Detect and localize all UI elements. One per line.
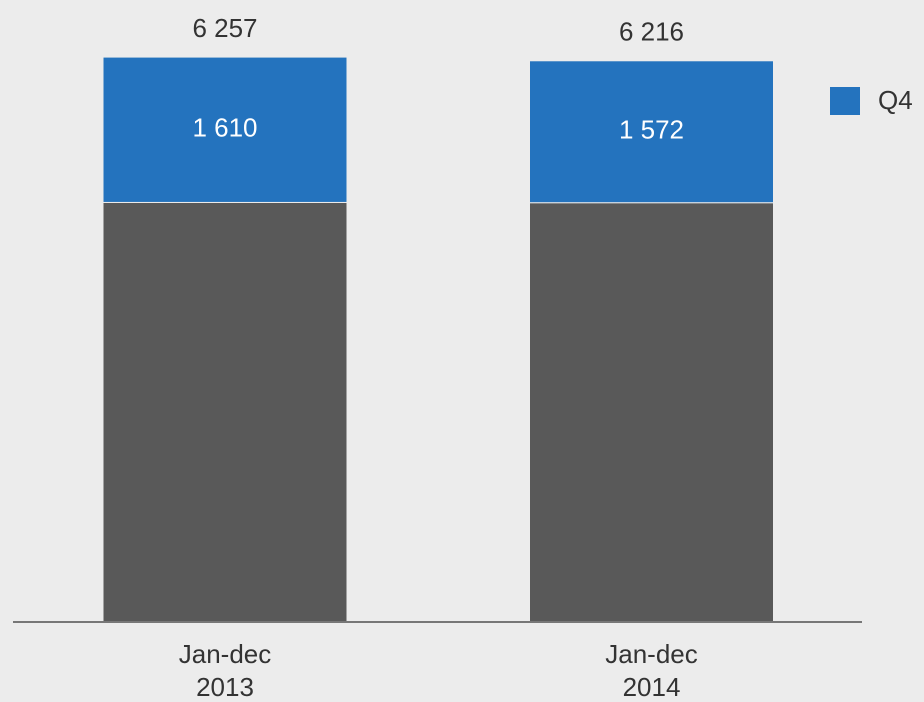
bar-segment	[529, 202, 774, 623]
total-label: 6 257	[192, 13, 257, 43]
total-label: 6 216	[619, 17, 684, 47]
legend-label: Q4	[878, 85, 913, 115]
x-tick-label: Jan-dec 2014	[605, 639, 698, 702]
bar-segment	[102, 56, 348, 203]
bar-segment	[102, 201, 348, 623]
bar-segment	[529, 60, 774, 204]
legend-swatch	[830, 87, 860, 115]
x-tick-label: Jan-dec 2013	[178, 639, 272, 702]
value-label: 1 572	[619, 115, 684, 145]
value-label: 1 610	[192, 113, 257, 143]
